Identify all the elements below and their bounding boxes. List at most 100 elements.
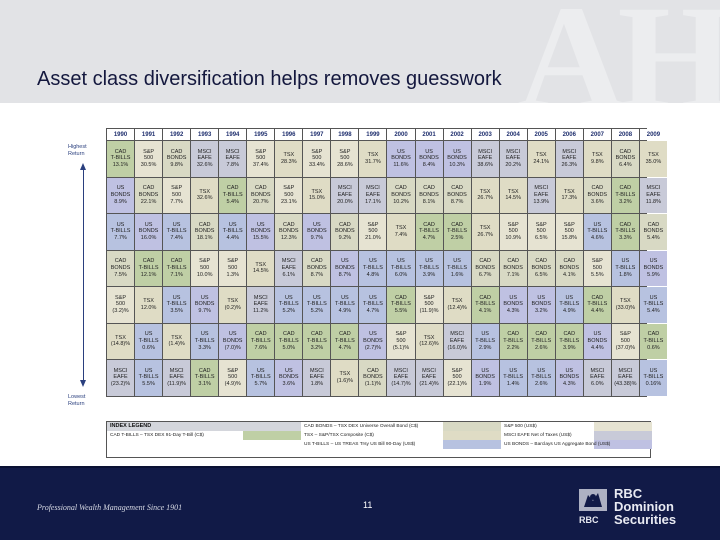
- return-cell: MSCI EAFE (23.2)%: [107, 360, 135, 396]
- return-cell-line: CAD: [563, 258, 576, 265]
- return-cell-line: 500: [256, 155, 266, 162]
- year-header: 1995: [247, 129, 275, 140]
- return-cell-line: US: [649, 294, 658, 301]
- return-cell-line: T-BILLS: [278, 301, 299, 308]
- return-cell: TSX (1.6)%: [331, 360, 359, 396]
- return-cell-line: CAD: [254, 185, 267, 192]
- return-cell-line: MSCI: [422, 367, 436, 374]
- return-cell: CAD T-BILLS 3.1%: [191, 360, 219, 396]
- return-cell: US T-BILLS 7.7%: [107, 214, 135, 250]
- return-cell-line: 13.1%: [112, 162, 129, 169]
- return-cell: S&P 500 10.0%: [191, 250, 219, 286]
- return-cell-line: MSCI: [197, 148, 212, 155]
- return-cell-line: S&P: [311, 148, 323, 155]
- return-cell-line: 1.9%: [478, 381, 492, 388]
- return-cell-line: US: [397, 148, 405, 155]
- return-cell: CAD BONDS 22.1%: [135, 177, 163, 213]
- return-cell-line: 2.2%: [506, 344, 520, 351]
- return-cell-line: BONDS: [279, 374, 299, 381]
- return-cell-line: 4.9%: [338, 308, 352, 315]
- return-cell-line: CAD: [395, 185, 407, 192]
- return-cell-line: EAFE: [534, 191, 549, 198]
- return-cell-line: CAD: [282, 331, 295, 338]
- return-cell-line: TSX: [115, 334, 126, 341]
- return-cell-line: 10.3%: [449, 162, 465, 169]
- return-cell-line: 5.4%: [647, 308, 660, 315]
- return-cell: S&P 500 30.5%: [135, 141, 163, 177]
- return-cell-line: EAFE: [562, 155, 577, 162]
- return-cell-line: MSCI: [534, 185, 549, 192]
- logo-caption: RBC: [579, 515, 599, 525]
- legend-swatch: [243, 431, 301, 440]
- return-cell: US BONDS 9.7%: [191, 287, 219, 323]
- return-cell: S&P 500 7.7%: [163, 177, 191, 213]
- return-cell-line: TSX: [620, 298, 631, 305]
- return-cell-line: 500: [200, 264, 210, 271]
- return-cell: MSCI EAFE 32.6%: [191, 141, 219, 177]
- return-cell: TSX (1.4)%: [163, 323, 191, 359]
- return-cell-line: (14.8)%: [110, 341, 131, 348]
- return-cell-line: CAD: [507, 258, 519, 265]
- return-cell-line: 0.6%: [142, 344, 155, 351]
- return-cell-line: BONDS: [475, 374, 495, 381]
- return-cell: US T-BILLS 3.5%: [163, 287, 191, 323]
- return-cell: US T-BILLS 2.9%: [471, 323, 499, 359]
- return-cell: CAD BONDS 4.1%: [555, 250, 583, 286]
- return-cell-line: 4.6%: [591, 235, 604, 242]
- return-cell: MSCI EAFE 20.0%: [331, 177, 359, 213]
- return-cell-line: S&P: [199, 258, 211, 265]
- return-cell-line: US: [565, 294, 574, 301]
- return-cell-line: CAD: [647, 331, 660, 338]
- return-cell: CAD T-BILLS 3.3%: [611, 214, 639, 250]
- return-cell-line: 3.9%: [563, 344, 576, 351]
- return-cell-line: T-BILLS: [250, 374, 271, 381]
- return-cell-line: US: [509, 367, 517, 374]
- return-cell-line: 4.4%: [591, 308, 604, 315]
- return-cell-line: 37.4%: [252, 162, 269, 169]
- return-cell-line: T-BILLS: [194, 337, 215, 344]
- return-cell: US BONDS 4.3%: [499, 287, 527, 323]
- return-cell: S&P 500 (37.0)%: [611, 323, 639, 359]
- return-cell-line: US: [481, 367, 489, 374]
- return-cell-line: 3.2%: [534, 308, 548, 315]
- return-cell-line: MSCI: [590, 367, 605, 374]
- return-cell-line: 15.0%: [309, 195, 325, 202]
- return-cell-line: T-BILLS: [138, 337, 159, 344]
- return-cell: S&P 500 28.6%: [331, 141, 359, 177]
- return-cell: US T-BILLS 5.2%: [303, 287, 331, 323]
- return-cell-line: 15.8%: [561, 235, 578, 242]
- return-cell: CAD T-BILLS 2.5%: [443, 214, 471, 250]
- return-cell-line: US: [369, 258, 377, 265]
- return-cell-line: T-BILLS: [110, 155, 131, 162]
- return-cell: MSCI EAFE 1.8%: [303, 360, 331, 396]
- return-cell-line: EAFE: [253, 301, 268, 308]
- return-cell-line: BONDS: [110, 264, 131, 271]
- return-cell-line: CAD: [619, 185, 632, 192]
- return-cell-line: T-BILLS: [503, 337, 524, 344]
- return-cell-line: T-BILLS: [334, 337, 355, 344]
- return-cell-line: 7.1%: [170, 271, 183, 278]
- return-cell-line: TSX: [171, 334, 182, 341]
- return-cell-line: 9.8%: [170, 162, 183, 169]
- return-cell-line: S&P: [591, 258, 603, 265]
- return-cell-line: CAD: [395, 294, 407, 301]
- return-cell: S&P 500 (3.2)%: [107, 287, 135, 323]
- year-header: 2007: [583, 129, 611, 140]
- return-cell-line: CAD: [311, 258, 323, 265]
- page-number: 11: [363, 500, 373, 510]
- return-cell-line: MSCI: [646, 185, 661, 192]
- return-cell-line: US: [593, 221, 602, 228]
- return-cell-line: S&P: [563, 221, 575, 228]
- return-cell-line: T-BILLS: [615, 228, 636, 235]
- return-cell-line: T-BILLS: [559, 301, 580, 308]
- return-cell-line: (11.9)%: [167, 381, 187, 388]
- return-cell-line: US: [284, 294, 293, 301]
- return-cell: MSCI EAFE 11.2%: [247, 287, 275, 323]
- return-cell-line: (1.1)%: [364, 381, 382, 388]
- return-cell-line: 1.4%: [506, 381, 520, 388]
- return-cell-line: T-BILLS: [531, 374, 552, 381]
- footer-divider: [0, 466, 720, 468]
- return-cell-line: 24.1%: [533, 158, 550, 165]
- return-cell-line: 4.3%: [506, 308, 520, 315]
- return-cell: MSCI EAFE 6.1%: [275, 250, 303, 286]
